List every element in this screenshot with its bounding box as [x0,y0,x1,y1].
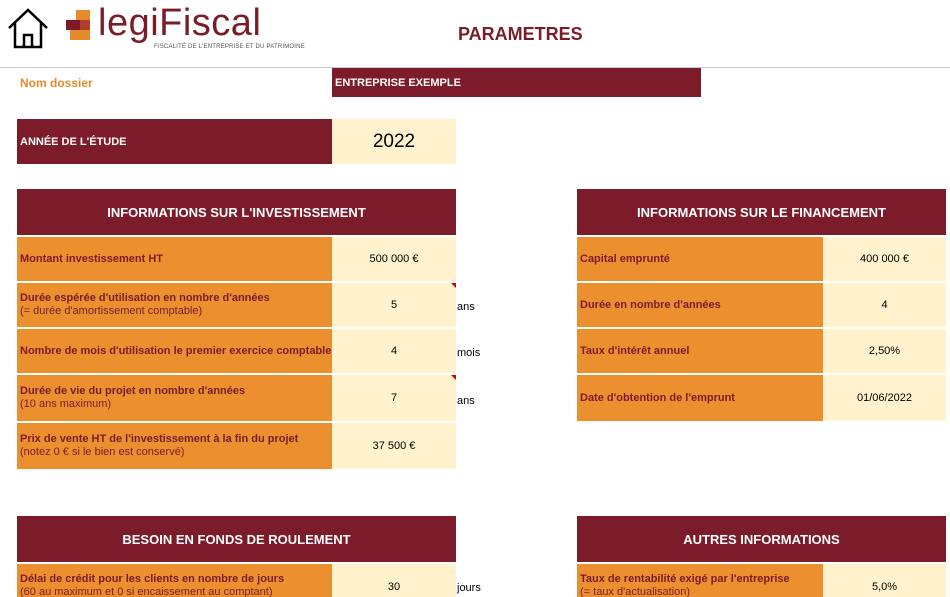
row-label-text: Durée de vie du projet en nombre d'année… [20,385,246,397]
fin-row-date-value[interactable]: 01/06/2022 [823,375,946,421]
invest-row-montant-label: Montant investissement HT [17,237,332,281]
annee-value[interactable]: 2022 [332,119,456,164]
home-icon[interactable] [6,6,50,50]
unit-ans: ans [457,395,475,407]
annee-label: ANNÉE DE L'ÉTUDE [17,119,332,164]
dossier-label: Nom dossier [20,76,93,90]
row-label-sub: (= taux d'actualisation) [580,586,691,597]
fin-row-taux-value[interactable]: 2,50% [823,329,946,373]
unit-mois: mois [457,347,481,359]
logo-text: legiFiscal [98,2,262,44]
invest-row-duree-label: Durée espérée d'utilisation en nombre d'… [17,283,332,327]
bfr-header: BESOIN EN FONDS DE ROULEMENT [17,516,456,562]
invest-row-prix-value[interactable]: 37 500 € [332,423,456,469]
page-title: PARAMETRES [458,24,583,44]
invest-row-montant-value[interactable]: 500 000 € [332,237,456,281]
comment-indicator-icon[interactable] [451,375,456,380]
invest-row-vie-value[interactable]: 7 [332,375,456,421]
bfr-row-delai-value[interactable]: 30 [332,564,456,597]
fin-row-taux-label: Taux d'intérêt annuel [577,329,823,373]
fin-row-duree-label: Durée en nombre d'années [577,283,823,327]
autres-row-taux-label: Taux de rentabilité exigé par l'entrepri… [577,564,823,597]
row-label-text: Délai de crédit pour les clients en nomb… [20,573,285,585]
invest-row-mois-label: Nombre de mois d'utilisation le premier … [17,329,332,373]
row-label-sub: (60 au maximum et 0 si encaissement au c… [20,586,273,597]
fin-row-capital-value[interactable]: 400 000 € [823,237,946,281]
row-label-text: Prix de vente HT de l'investissement à l… [20,433,299,445]
comment-indicator-icon[interactable] [451,283,456,288]
bfr-row-delai-label: Délai de crédit pour les clients en nomb… [17,564,332,597]
row-label-text: Durée espérée d'utilisation en nombre d'… [20,292,270,304]
financement-header: INFORMATIONS SUR LE FINANCEMENT [577,189,946,235]
logo-tagline: FISCALITÉ DE L'ENTREPRISE ET DU PATRIMOI… [154,44,305,50]
row-label-sub: (notez 0 € si le bien est conservé) [20,446,185,458]
row-label-sub: (= durée d'amortissement comptable) [20,305,203,317]
row-label-text: Montant investissement HT [20,252,164,265]
unit-ans: ans [457,301,475,313]
invest-row-prix-label: Prix de vente HT de l'investissement à l… [17,423,332,469]
logo-mark-icon [66,10,90,40]
autres-row-taux-value[interactable]: 5,0% [823,564,946,597]
invest-row-mois-value[interactable]: 4 [332,329,456,373]
dossier-value[interactable]: ENTREPRISE EXEMPLE [332,68,701,97]
row-label-text: Date d'obtention de l'emprunt [580,391,735,404]
row-label-text: Taux de rentabilité exigé par l'entrepri… [580,573,790,585]
invest-row-vie-label: Durée de vie du projet en nombre d'année… [17,375,332,421]
fin-row-capital-label: Capital emprunté [577,237,823,281]
invest-row-duree-value[interactable]: 5 [332,283,456,327]
autres-header: AUTRES INFORMATIONS [577,516,946,562]
row-label-text: Durée en nombre d'années [580,298,721,311]
row-label-sub: (10 ans maximum) [20,398,112,410]
row-label-text: Capital emprunté [580,252,670,265]
row-label-text: Taux d'intérêt annuel [580,344,690,357]
page-header: legiFiscal FISCALITÉ DE L'ENTREPRISE ET … [0,0,950,68]
row-label-text: Nombre de mois d'utilisation le premier … [20,344,332,357]
fin-row-duree-value[interactable]: 4 [823,283,946,327]
fin-row-date-label: Date d'obtention de l'emprunt [577,375,823,421]
unit-jours: jours [457,582,481,594]
investissement-header: INFORMATIONS SUR L'INVESTISSEMENT [17,189,456,235]
